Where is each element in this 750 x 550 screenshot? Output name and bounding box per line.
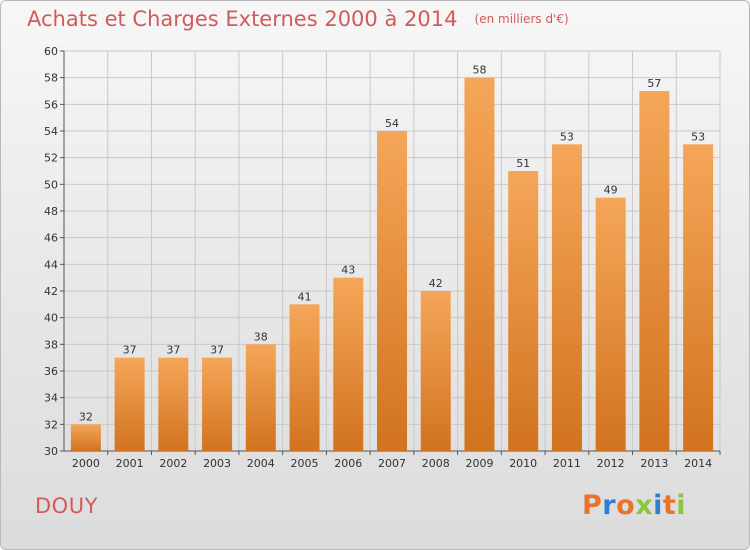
y-tick-label: 48: [44, 205, 58, 218]
x-tick-label: 2010: [509, 457, 537, 470]
data-label: 37: [123, 344, 137, 357]
data-label: 49: [604, 184, 618, 197]
logo-letter: x: [635, 490, 654, 521]
y-tick-label: 44: [44, 258, 58, 271]
bar: [551, 144, 582, 452]
bar: [420, 291, 451, 451]
y-tick-label: 50: [44, 178, 58, 191]
x-tick-label: 2004: [247, 457, 275, 470]
data-label: 41: [298, 290, 312, 303]
x-tick-label: 2006: [334, 457, 362, 470]
data-label: 37: [210, 344, 224, 357]
x-tick-label: 2002: [159, 457, 187, 470]
x-tick-label: 2007: [378, 457, 406, 470]
proxiti-logo[interactable]: Proxiti: [582, 490, 686, 521]
logo-letter: r: [602, 490, 617, 521]
bar: [639, 91, 670, 451]
x-tick-label: 2014: [684, 457, 712, 470]
bar: [202, 357, 233, 451]
x-tick-label: 2013: [640, 457, 668, 470]
bar: [245, 344, 276, 451]
y-tick-label: 36: [44, 365, 58, 378]
bars: [70, 77, 714, 452]
y-tick-label: 42: [44, 285, 58, 298]
x-tick-label: 2000: [72, 457, 100, 470]
bar: [158, 357, 189, 451]
y-tick-label: 56: [44, 98, 58, 111]
commune-name: DOUY: [35, 494, 98, 518]
logo-letter: i: [676, 490, 687, 521]
logo-letter: t: [662, 490, 677, 521]
logo-letter: P: [582, 490, 603, 521]
data-label: 57: [647, 77, 661, 90]
bar: [70, 424, 101, 451]
x-tick-label: 2012: [597, 457, 625, 470]
bar: [464, 77, 495, 452]
title-row: Achats et Charges Externes 2000 à 2014 (…: [27, 7, 569, 31]
bar: [595, 197, 626, 451]
bar: [683, 144, 714, 452]
logo-letter: o: [616, 490, 636, 521]
bar: [289, 304, 320, 451]
y-tick-label: 46: [44, 232, 58, 245]
x-tick-label: 2008: [422, 457, 450, 470]
chart-unit: (en milliers d'€): [474, 12, 569, 26]
bar: [377, 131, 407, 451]
axes: 30 32 34 36 38 40 42 44 46 48 50 52 54 56 58 60 2000 2001…: [44, 45, 721, 470]
data-label: 38: [254, 330, 268, 343]
data-label: 53: [560, 130, 574, 143]
x-tick-label: 2003: [203, 457, 231, 470]
x-tick-label: 2011: [553, 457, 581, 470]
x-tick-label: 2001: [116, 457, 144, 470]
bar: [508, 171, 539, 451]
x-tick-label: 2005: [291, 457, 319, 470]
y-tick-label: 34: [44, 392, 58, 405]
x-tick-label: 2009: [465, 457, 493, 470]
y-tick-label: 38: [44, 338, 58, 351]
y-tick-label: 58: [44, 72, 58, 85]
y-tick-label: 54: [44, 125, 58, 138]
data-labels: 32 37 37 37 38 41 43 54 42 58 51 53 49 57 53: [79, 64, 705, 424]
chart-title: Achats et Charges Externes 2000 à 2014: [27, 7, 458, 31]
bar: [333, 277, 364, 451]
data-label: 37: [166, 344, 180, 357]
y-tick-label: 52: [44, 152, 58, 165]
data-label: 43: [341, 264, 355, 277]
data-label: 53: [691, 130, 705, 143]
data-label: 54: [385, 117, 399, 130]
data-label: 32: [79, 410, 93, 423]
data-label: 51: [516, 157, 530, 170]
y-tick-label: 32: [44, 418, 58, 431]
data-label: 42: [429, 277, 443, 290]
y-tick-label: 40: [44, 312, 58, 325]
logo-letter: i: [653, 490, 663, 521]
data-label: 58: [472, 64, 486, 77]
bar: [114, 357, 145, 451]
y-tick-label: 30: [44, 445, 58, 458]
y-tick-label: 60: [44, 45, 58, 58]
